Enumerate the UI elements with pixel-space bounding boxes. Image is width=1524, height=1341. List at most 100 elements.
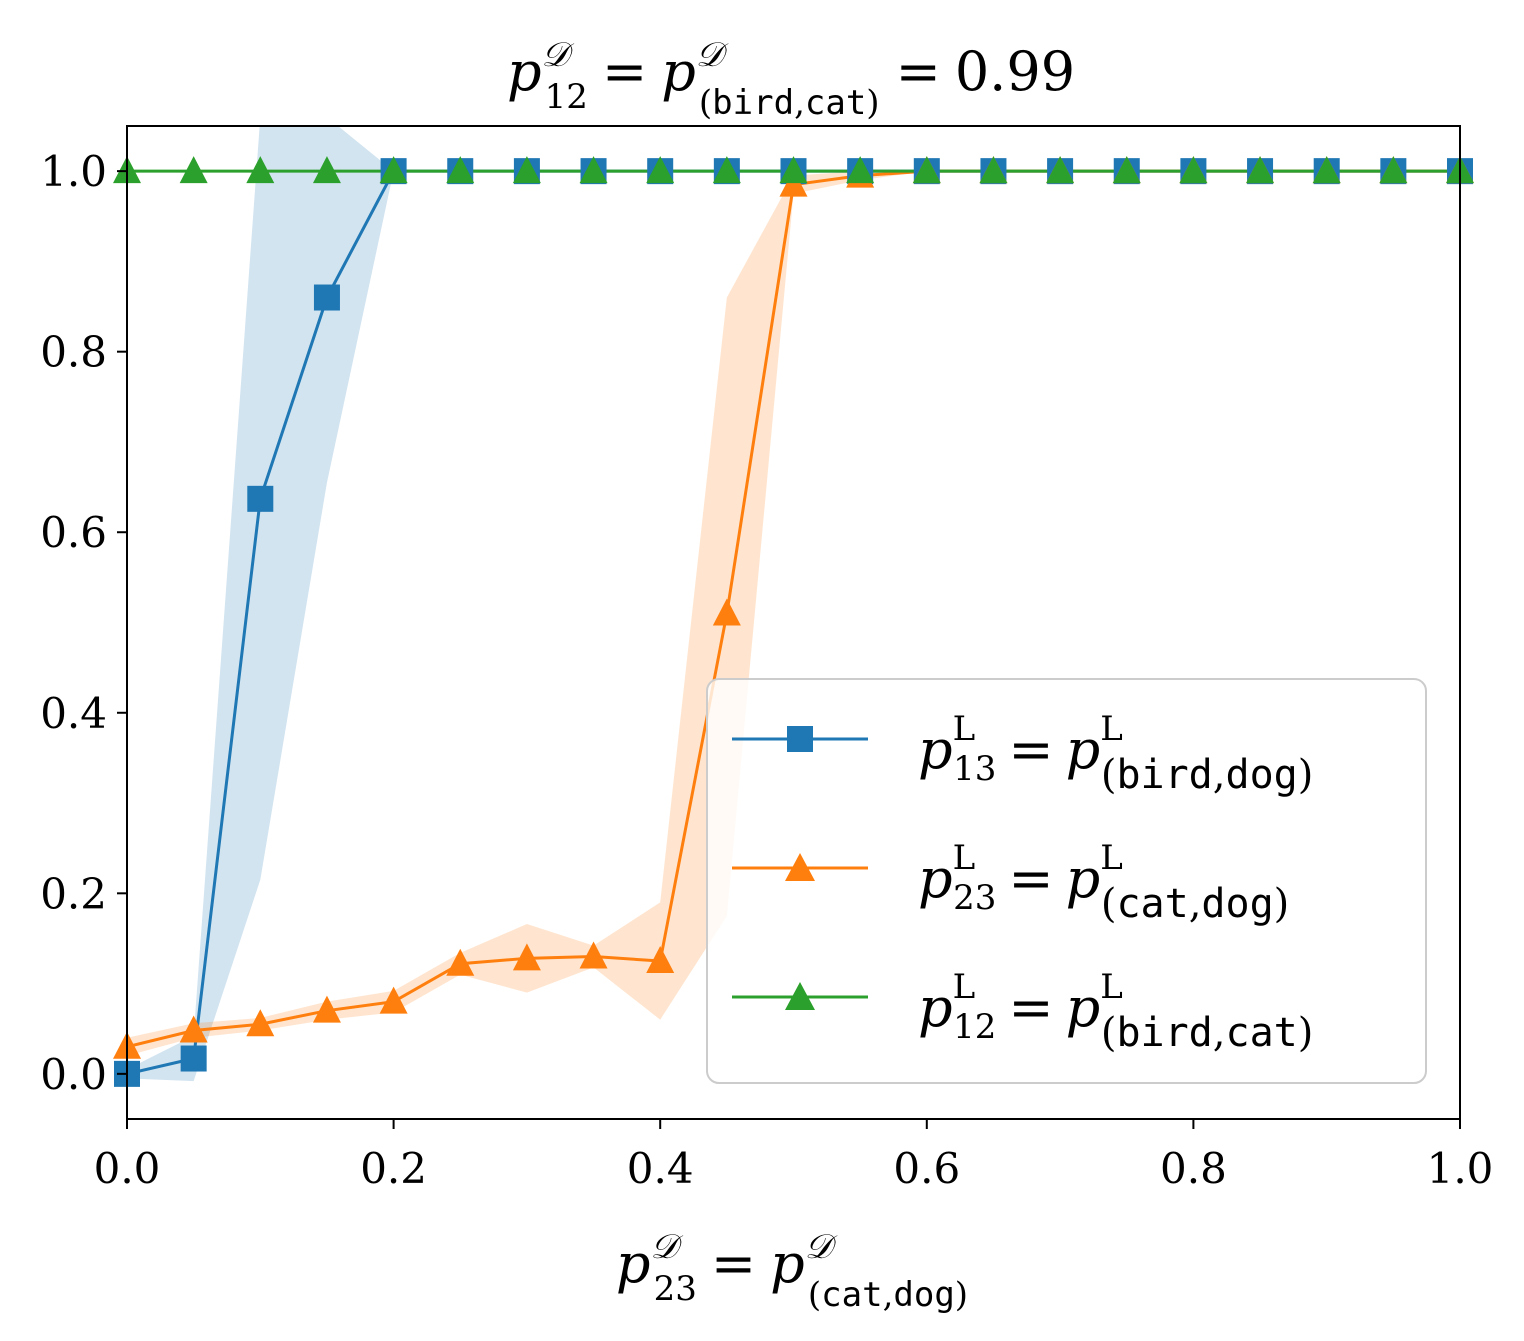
point-p12 bbox=[1246, 156, 1275, 184]
point-p13 bbox=[180, 1045, 207, 1072]
point-p23 bbox=[512, 943, 541, 971]
legend-p12-b: cat bbox=[1225, 1010, 1297, 1056]
xlabel-rhs-sub-a: cat bbox=[821, 1275, 882, 1315]
legend-p23-sup: L bbox=[953, 838, 976, 878]
legend-p23-rvar: p bbox=[1066, 847, 1101, 910]
point-p12 bbox=[579, 156, 608, 184]
legend-p12-open: ( bbox=[1101, 1010, 1117, 1056]
x-tick-label: 1.0 bbox=[1427, 1144, 1494, 1193]
point-p13 bbox=[247, 485, 274, 512]
legend-p13-rvar: p bbox=[1066, 718, 1101, 781]
title-eq: = bbox=[602, 40, 647, 103]
legend-marker-p12 bbox=[785, 982, 815, 1010]
point-p12 bbox=[912, 156, 941, 184]
x-tick-label: 0.2 bbox=[360, 1144, 427, 1193]
legend-p12-rvar: p bbox=[1066, 976, 1101, 1039]
x-tick-label: 0.6 bbox=[893, 1144, 960, 1193]
legend-p13-sub: 13 bbox=[953, 749, 996, 789]
legend-marker-p23 bbox=[785, 853, 815, 881]
legend-p13-comma: , bbox=[1213, 752, 1226, 798]
legend-p23-comma: , bbox=[1189, 881, 1202, 927]
title-rhs-sub-comma: , bbox=[794, 83, 805, 123]
legend-label-p12: pL 12 = pL (bird,cat) bbox=[918, 967, 1313, 1056]
legend-p12-eq: = bbox=[1008, 976, 1053, 1039]
legend-p23-b: dog bbox=[1201, 881, 1273, 927]
legend-p12-sub: 12 bbox=[953, 1007, 996, 1047]
legend: pL 13 = pL (bird,dog) pL 23 = pL (cat,dog) pL 12 =… bbox=[706, 678, 1427, 1084]
title-lhs-var: p bbox=[507, 40, 542, 103]
point-p23 bbox=[579, 941, 608, 969]
y-tick-label: 1.0 bbox=[40, 147, 107, 196]
point-p12 bbox=[779, 156, 808, 184]
y-tick-label: 0.8 bbox=[40, 328, 107, 377]
legend-entry-p23: pL 23 = pL (cat,dog) bbox=[732, 838, 1289, 927]
title-eq2: = bbox=[896, 40, 941, 103]
point-p12 bbox=[712, 156, 741, 184]
legend-p12-rsup: L bbox=[1100, 967, 1123, 1007]
point-p12 bbox=[646, 156, 675, 184]
legend-p23-rsup: L bbox=[1100, 838, 1123, 878]
point-p12 bbox=[1046, 156, 1075, 184]
point-p23 bbox=[779, 169, 808, 197]
legend-p23-var: p bbox=[918, 847, 953, 910]
legend-label-p13: pL 13 = pL (bird,dog) bbox=[918, 709, 1313, 798]
point-p12 bbox=[246, 156, 275, 184]
x-tick-label: 0.4 bbox=[627, 1144, 694, 1193]
legend-box bbox=[706, 678, 1427, 1084]
title-rhs-sup: 𝒟 bbox=[696, 35, 729, 75]
legend-p12-close: ) bbox=[1298, 1010, 1314, 1056]
xlabel-lhs-var: p bbox=[616, 1232, 651, 1295]
xlabel-rhs-var: p bbox=[770, 1232, 805, 1295]
point-p12 bbox=[312, 156, 341, 184]
legend-p13-var: p bbox=[918, 718, 953, 781]
legend-p13-a: bird bbox=[1116, 752, 1212, 798]
title-rhs-sub-close: ) bbox=[866, 83, 879, 123]
point-p23 bbox=[446, 948, 475, 976]
legend-p13-open: ( bbox=[1101, 752, 1117, 798]
point-p12 bbox=[1379, 156, 1408, 184]
xlabel-rhs-sub-open: ( bbox=[808, 1275, 821, 1315]
y-axis-ticks: 0.0 0.2 0.4 0.6 0.8 1.0 bbox=[40, 147, 127, 1099]
legend-p12-var: p bbox=[918, 976, 953, 1039]
axes-frame bbox=[126, 125, 1461, 1120]
legend-p13-eq: = bbox=[1008, 718, 1053, 781]
y-tick-label: 0.2 bbox=[40, 869, 107, 918]
legend-p23-open: ( bbox=[1101, 881, 1117, 927]
title-lhs-sup: 𝒟 bbox=[542, 35, 575, 75]
x-axis-ticks: 0.0 0.2 0.4 0.6 0.8 1.0 bbox=[94, 1119, 1494, 1193]
title-lhs-sub: 12 bbox=[545, 77, 588, 117]
point-p23 bbox=[246, 1009, 275, 1037]
y-tick-label: 0.0 bbox=[40, 1050, 107, 1099]
point-p12 bbox=[446, 156, 475, 184]
y-tick-label: 0.6 bbox=[40, 508, 107, 557]
xlabel-eq: = bbox=[711, 1232, 756, 1295]
xlabel-lhs-sup: 𝒟 bbox=[651, 1227, 684, 1267]
point-p23 bbox=[312, 995, 341, 1023]
legend-p12-sup: L bbox=[953, 967, 976, 1007]
point-p12 bbox=[1112, 156, 1141, 184]
xlabel-rhs-sup: 𝒟 bbox=[805, 1227, 838, 1267]
point-p12 bbox=[979, 156, 1008, 184]
legend-p12-a: bird bbox=[1116, 1010, 1212, 1056]
series-markers bbox=[113, 156, 1474, 1087]
legend-entry-p12: pL 12 = pL (bird,cat) bbox=[732, 967, 1313, 1056]
confidence-bands bbox=[127, 126, 1460, 1082]
y-tick-label: 0.4 bbox=[40, 689, 107, 738]
legend-p13-sup: L bbox=[953, 709, 976, 749]
legend-p23-sub: 23 bbox=[953, 878, 996, 918]
x-axis-label: p𝒟 23 = p𝒟 (cat,dog) bbox=[616, 1227, 968, 1315]
legend-p23-eq: = bbox=[1008, 847, 1053, 910]
band-p13 bbox=[127, 126, 1460, 1082]
legend-p13-rsup: L bbox=[1100, 709, 1123, 749]
legend-label-p23: pL 23 = pL (cat,dog) bbox=[918, 838, 1289, 927]
chart-title: p𝒟 12 = p𝒟 (bird,cat) = 0.99 bbox=[507, 35, 1075, 123]
xlabel-lhs-sub: 23 bbox=[654, 1269, 697, 1309]
point-p23 bbox=[179, 1015, 208, 1043]
title-rhs-sub-open: ( bbox=[699, 83, 712, 123]
xlabel-rhs-sub-b: dog bbox=[893, 1275, 954, 1315]
point-p12 bbox=[512, 156, 541, 184]
point-p12 bbox=[846, 156, 875, 184]
point-p23 bbox=[646, 946, 675, 974]
title-rhs-sub-a: bird bbox=[712, 83, 794, 123]
legend-p12-comma: , bbox=[1213, 1010, 1226, 1056]
